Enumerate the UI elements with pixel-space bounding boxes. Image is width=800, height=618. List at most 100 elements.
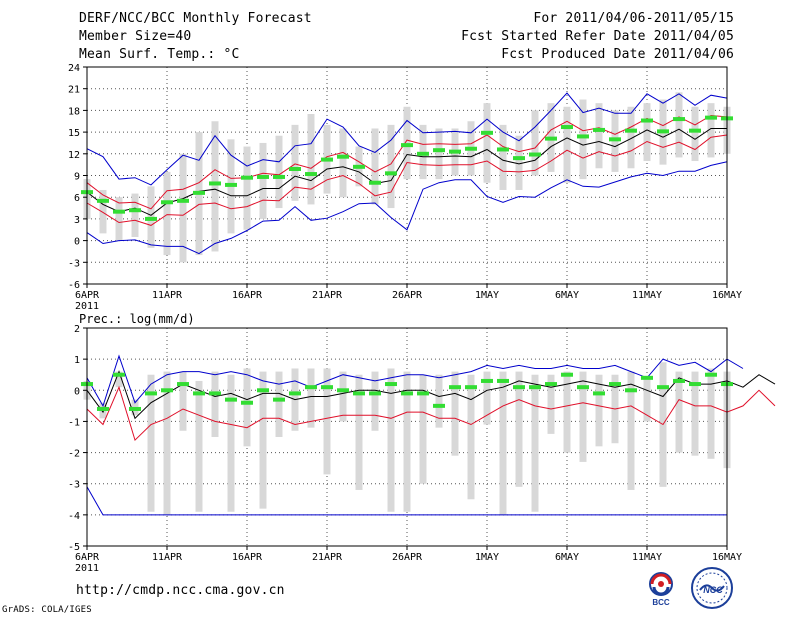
range-box [243,146,251,230]
range-box [99,189,107,234]
observed-marker [593,391,605,396]
y-tick-label: -2 [68,449,80,460]
range-box [435,374,443,428]
range-box [355,374,363,490]
y-tick-label: 1 [74,355,80,366]
min-line [86,486,727,516]
y-tick-label: 21 [68,85,80,96]
y-tick-label: 12 [68,150,80,161]
observed-marker [673,117,685,122]
observed-marker [577,134,589,139]
observed-marker [321,385,333,390]
observed-marker [657,385,669,390]
y-tick-label: 15 [68,128,80,139]
observed-marker [577,385,589,390]
range-box [243,368,251,447]
observed-marker [401,391,413,396]
observed-marker [337,388,349,393]
observed-marker [353,164,365,169]
observed-marker [289,166,301,171]
observed-marker [369,180,381,185]
range-box [147,374,155,512]
observed-marker [145,391,157,396]
range-box [339,128,347,198]
y-tick-label: -5 [68,542,80,553]
x-tick-label: 26APR [392,552,423,563]
observed-marker [337,154,349,159]
range-box [307,368,315,428]
x-tick-label: 6APR [75,290,100,301]
fcst-produced-date: Fcst Produced Date 2011/04/06 [501,47,734,62]
footer-url: http://cmdp.ncc.cma.gov.cn [76,583,285,598]
range-box [227,374,235,512]
range-box [643,377,651,422]
x-tick-label: 16MAY [712,552,742,563]
range-box [643,103,651,162]
y-tick-label: 3 [74,215,80,226]
x-tick-label: 16APR [232,290,263,301]
observed-marker [225,397,237,402]
range-box [115,371,123,388]
observed-marker [593,127,605,132]
observed-marker [433,403,445,408]
observed-marker [417,391,429,396]
ncc-logo: NCC [691,567,733,609]
range-box [371,371,379,431]
observed-marker [209,391,221,396]
range-box [211,121,219,252]
observed-marker [625,388,637,393]
x-tick-label: 11APR [152,552,183,563]
observed-marker [385,382,397,387]
y-tick-label: -6 [68,280,80,291]
range-box [387,368,395,512]
observed-marker [625,128,637,133]
observed-marker [561,372,573,377]
range-box [275,371,283,437]
range-box [595,103,603,169]
observed-marker [193,190,205,195]
x-tick-label: 6MAY [555,290,579,301]
range-box [387,124,395,209]
observed-marker [657,129,669,134]
x-tick-label: 11MAY [632,290,662,301]
range-box [579,99,587,180]
observed-marker [529,152,541,157]
observed-marker [257,388,269,393]
range-box [531,374,539,512]
observed-marker [177,198,189,203]
x-tick-label: 1MAY [475,290,499,301]
range-box [179,371,187,431]
y-tick-label: 2 [74,324,80,335]
y-tick-label: -4 [68,511,80,522]
range-box [403,371,411,512]
observed-marker [289,391,301,396]
chart-title: DERF/NCC/BCC Monthly Forecast [79,11,312,26]
y-tick-label: -3 [68,258,80,269]
observed-marker [481,378,493,383]
observed-marker [273,397,285,402]
observed-marker [673,378,685,383]
observed-marker [305,172,317,177]
observed-marker [689,128,701,133]
variable-label: Mean Surf. Temp.: °C [79,47,240,62]
observed-marker [433,148,445,153]
observed-marker [705,372,717,377]
observed-marker [465,146,477,151]
observed-marker [225,182,237,187]
y-tick-label: 0 [74,237,80,248]
range-box [531,110,539,176]
observed-marker [321,157,333,162]
observed-marker [161,388,173,393]
range-box [675,371,683,453]
range-box [691,371,699,456]
x-tick-year-label: 2011 [75,301,99,312]
range-box [499,371,507,515]
range-box [547,374,555,434]
range-box [371,128,379,205]
observed-marker [209,181,221,186]
observed-marker [193,391,205,396]
x-tick-label: 26APR [392,290,423,301]
observed-marker [609,382,621,387]
observed-marker [609,137,621,142]
